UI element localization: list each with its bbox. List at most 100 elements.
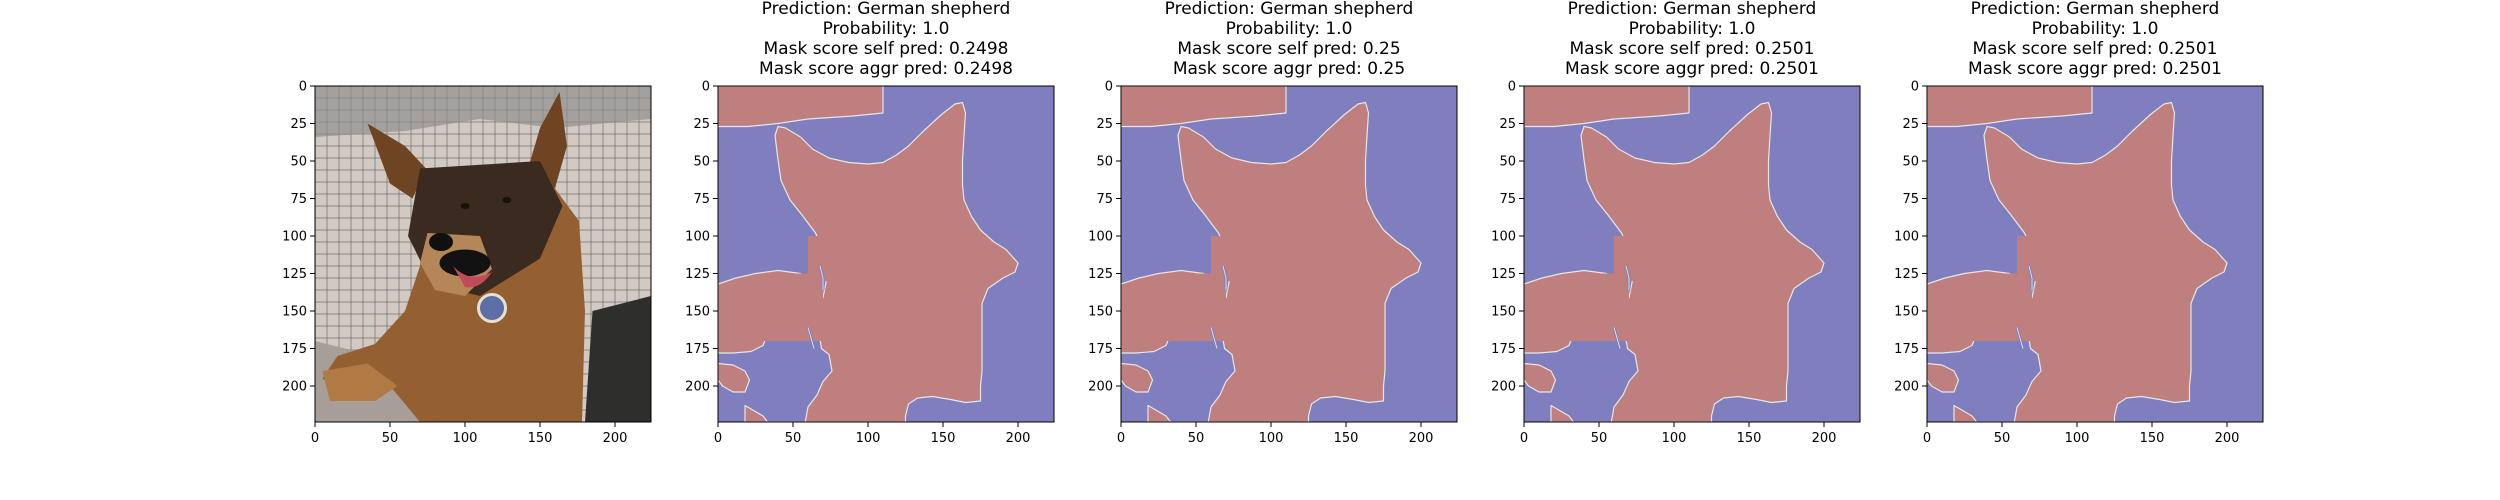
y-tick-label: 100 [1894,230,1919,245]
title-line: Probability: 1.0 [823,19,950,39]
y-tick-label: 200 [685,380,710,395]
y-tick-label: 50 [693,155,710,170]
title-line: Mask score aggr pred: 0.2498 [759,59,1013,79]
x-tick-label: 200 [1812,431,1837,446]
x-tick-label: 200 [603,431,628,446]
y-tick-label: 150 [1088,305,1113,320]
y-tick-label: 75 [1902,192,1919,207]
panel-1: 0 25 50 75 100 125 150 175 200 0 50 100 150 200 [282,80,652,446]
x-tick-label: 50 [382,431,399,446]
y-tick-label: 150 [1894,305,1919,320]
title-line: Mask score aggr pred: 0.2501 [1968,59,2222,79]
x-tick-label: 50 [1591,431,1608,446]
title-line: Prediction: German shepherd [762,0,1011,19]
title-line: Prediction: German shepherd [1568,0,1817,19]
y-tick-label: 125 [685,267,710,282]
panel-title: Prediction: German shepherdProbability: … [1968,0,2222,79]
y-tick-label: 50 [290,155,307,170]
y-tick-label: 25 [1902,117,1919,132]
panel-5: Prediction: German shepherdProbability: … [1894,0,2264,446]
axes-frame [1926,85,2264,423]
y-tick-label: 200 [1491,380,1516,395]
y-tick-label: 200 [282,380,307,395]
y-tick-label: 75 [1096,192,1113,207]
x-tick-label: 50 [1188,431,1205,446]
y-tick-label: 175 [1894,342,1919,357]
title-line: Mask score aggr pred: 0.25 [1173,59,1405,79]
y-tick-label: 0 [299,80,307,95]
y-tick-label: 100 [1491,230,1516,245]
y-tick-label: 50 [1499,155,1516,170]
title-line: Probability: 1.0 [1629,19,1756,39]
x-tick-label: 150 [1737,431,1762,446]
segmentation-mask [1524,86,1860,422]
y-tick-label: 75 [693,192,710,207]
title-line: Mask score self pred: 0.2501 [1570,39,1815,59]
y-tick-label: 150 [685,305,710,320]
x-tick-label: 100 [856,431,881,446]
y-tick-label: 25 [1499,117,1516,132]
y-tick-label: 150 [1491,305,1516,320]
y-tick-label: 125 [1894,267,1919,282]
title-line: Mask score self pred: 0.25 [1177,39,1400,59]
y-tick-label: 0 [1508,80,1516,95]
y-tick-label: 125 [1088,267,1113,282]
y-tick-label: 150 [282,305,307,320]
segmentation-mask [1121,86,1457,422]
axes-frame [717,85,1055,423]
y-tick-label: 175 [1491,342,1516,357]
panel-title: Prediction: German shepherdProbability: … [1565,0,1819,79]
y-tick-label: 100 [685,230,710,245]
title-line: Prediction: German shepherd [1971,0,2220,19]
panel-3: Prediction: German shepherdProbability: … [1088,0,1458,446]
axes-frame [1523,85,1861,423]
x-tick-label: 200 [1409,431,1434,446]
x-tick-label: 0 [714,431,722,446]
axes-frame [314,85,652,423]
panel-title: Prediction: German shepherdProbability: … [759,0,1013,79]
x-tick-label: 200 [2215,431,2240,446]
x-tick-label: 100 [1662,431,1687,446]
x-tick-label: 50 [1994,431,2011,446]
segmentation-mask [718,86,1054,422]
y-tick-label: 0 [1105,80,1113,95]
y-tick-label: 175 [1088,342,1113,357]
dog-photo [315,86,651,422]
title-line: Probability: 1.0 [2032,19,2159,39]
x-tick-label: 150 [2140,431,2165,446]
y-tick-label: 175 [282,342,307,357]
y-tick-label: 100 [282,230,307,245]
x-tick-label: 100 [1259,431,1284,446]
y-tick-label: 50 [1096,155,1113,170]
x-tick-label: 100 [2065,431,2090,446]
x-tick-label: 100 [453,431,478,446]
title-line: Prediction: German shepherd [1165,0,1414,19]
title-line: Mask score self pred: 0.2498 [764,39,1009,59]
x-tick-label: 0 [1923,431,1931,446]
x-tick-label: 150 [528,431,553,446]
y-tick-label: 125 [1491,267,1516,282]
y-tick-label: 50 [1902,155,1919,170]
y-tick-label: 0 [702,80,710,95]
x-tick-label: 0 [311,431,319,446]
x-tick-label: 0 [1117,431,1125,446]
x-tick-label: 150 [931,431,956,446]
panel-2: Prediction: German shepherdProbability: … [685,0,1055,446]
x-tick-label: 0 [1520,431,1528,446]
y-tick-label: 175 [685,342,710,357]
title-line: Mask score aggr pred: 0.2501 [1565,59,1819,79]
panel-title: Prediction: German shepherdProbability: … [1165,0,1414,79]
y-tick-label: 75 [290,192,307,207]
y-tick-label: 0 [1911,80,1919,95]
x-tick-label: 200 [1006,431,1031,446]
y-tick-label: 75 [1499,192,1516,207]
y-tick-label: 200 [1088,380,1113,395]
x-tick-label: 150 [1334,431,1359,446]
panel-4: Prediction: German shepherdProbability: … [1491,0,1861,446]
title-line: Mask score self pred: 0.2501 [1973,39,2218,59]
title-line: Probability: 1.0 [1226,19,1353,39]
y-tick-label: 100 [1088,230,1113,245]
y-tick-label: 25 [1096,117,1113,132]
axes-frame [1120,85,1458,423]
